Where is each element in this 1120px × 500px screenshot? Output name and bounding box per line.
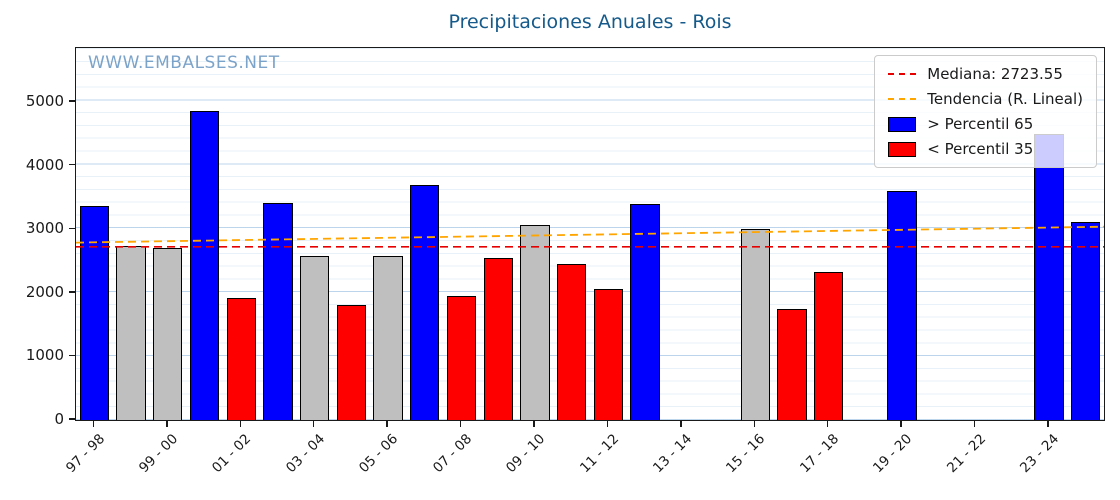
bar-98-99 [116, 245, 146, 420]
x-tick-mark [606, 421, 609, 427]
y-tick-mark [69, 227, 75, 229]
chart-title: Precipitaciones Anuales - Rois [448, 11, 732, 33]
bar-23-24 [1034, 133, 1064, 420]
percentil-65-patch [888, 116, 917, 132]
bar-01-02 [226, 298, 256, 420]
x-tick-mark [459, 421, 462, 427]
bar-05-06 [373, 255, 403, 420]
bar-06-07 [410, 184, 440, 420]
median-line-sample [888, 73, 917, 75]
y-tick-label: 0 [54, 410, 64, 428]
legend-label: Mediana: 2723.55 [927, 65, 1063, 83]
legend-item: Tendencia (R. Lineal) [888, 90, 1083, 108]
x-tick-mark [239, 421, 241, 427]
trend-line-sample [888, 98, 917, 100]
legend-item: > Percentil 65 [888, 115, 1083, 133]
trend-line [76, 225, 1104, 244]
bar-99-00 [153, 248, 183, 420]
y-axis: 0 1000 2000 3000 4000 5000 [0, 0, 75, 500]
x-axis: 97 - 98 99 - 00 01 - 02 03 - 04 05 - 06 07 - … [0, 421, 1120, 500]
x-tick-label: 13 - 14 [650, 431, 696, 477]
y-tick-label: 4000 [25, 155, 64, 174]
x-tick-mark [1047, 421, 1049, 427]
x-tick-label: 19 - 20 [870, 431, 916, 477]
x-tick-mark [973, 421, 976, 427]
bar-07-08 [446, 296, 477, 420]
bar-04-05 [336, 304, 367, 420]
x-tick-mark [92, 421, 95, 427]
x-tick-label: 97 - 98 [62, 431, 108, 477]
x-tick-mark [753, 421, 755, 427]
y-tick-mark [69, 291, 75, 293]
x-tick-label: 01 - 02 [209, 431, 255, 477]
bar-97-98 [79, 205, 110, 420]
bar-03-04 [299, 255, 330, 420]
bar-10-11 [556, 263, 587, 420]
bar-24-25 [1070, 222, 1101, 420]
y-tick-mark [69, 100, 75, 102]
x-tick-mark [312, 421, 315, 427]
bar-12-13 [630, 204, 660, 420]
x-tick-label: 07 - 08 [429, 431, 475, 477]
x-tick-label: 09 - 10 [503, 431, 549, 477]
x-tick-label: 15 - 16 [723, 431, 769, 477]
bar-19-20 [887, 191, 917, 420]
y-tick-mark [69, 418, 75, 420]
x-tick-mark [680, 421, 682, 427]
x-tick-mark [826, 421, 829, 427]
bar-00-01 [189, 110, 220, 420]
bar-15-16 [740, 228, 770, 420]
legend-item: Mediana: 2723.55 [888, 65, 1083, 83]
x-tick-label: 05 - 06 [356, 431, 402, 477]
legend-item: < Percentil 35 [888, 140, 1083, 158]
x-tick-label: 23 - 24 [1017, 431, 1063, 477]
legend-label: > Percentil 65 [927, 115, 1034, 133]
bar-02-03 [263, 203, 293, 420]
x-tick-mark [386, 421, 388, 427]
x-tick-label: 21 - 22 [943, 431, 989, 477]
y-tick-mark [69, 354, 75, 357]
bar-16-17 [777, 308, 807, 420]
y-tick-label: 2000 [25, 282, 64, 301]
y-tick-label: 5000 [25, 92, 64, 111]
x-tick-mark [900, 421, 902, 427]
x-tick-mark [533, 421, 535, 427]
x-tick-mark [166, 421, 168, 427]
bar-09-10 [520, 225, 550, 420]
bar-08-09 [483, 257, 513, 420]
x-tick-label: 17 - 18 [796, 431, 842, 477]
legend-label: Tendencia (R. Lineal) [927, 90, 1083, 108]
x-tick-label: 11 - 12 [576, 431, 622, 477]
bar-17-18 [813, 272, 844, 420]
bar-11-12 [593, 289, 624, 420]
plot-area: WWW.EMBALSES.NET Mediana: 2723.55 Tendenc… [75, 47, 1105, 421]
y-tick-label: 3000 [25, 219, 64, 238]
y-tick-mark [69, 163, 75, 166]
x-tick-label: 99 - 00 [136, 431, 182, 477]
x-tick-label: 03 - 04 [282, 431, 328, 477]
legend: Mediana: 2723.55 Tendencia (R. Lineal) > P… [874, 55, 1097, 168]
watermark: WWW.EMBALSES.NET [88, 53, 280, 73]
y-tick-label: 1000 [25, 346, 64, 365]
percentil-35-patch [888, 141, 917, 157]
legend-label: < Percentil 35 [927, 140, 1034, 158]
